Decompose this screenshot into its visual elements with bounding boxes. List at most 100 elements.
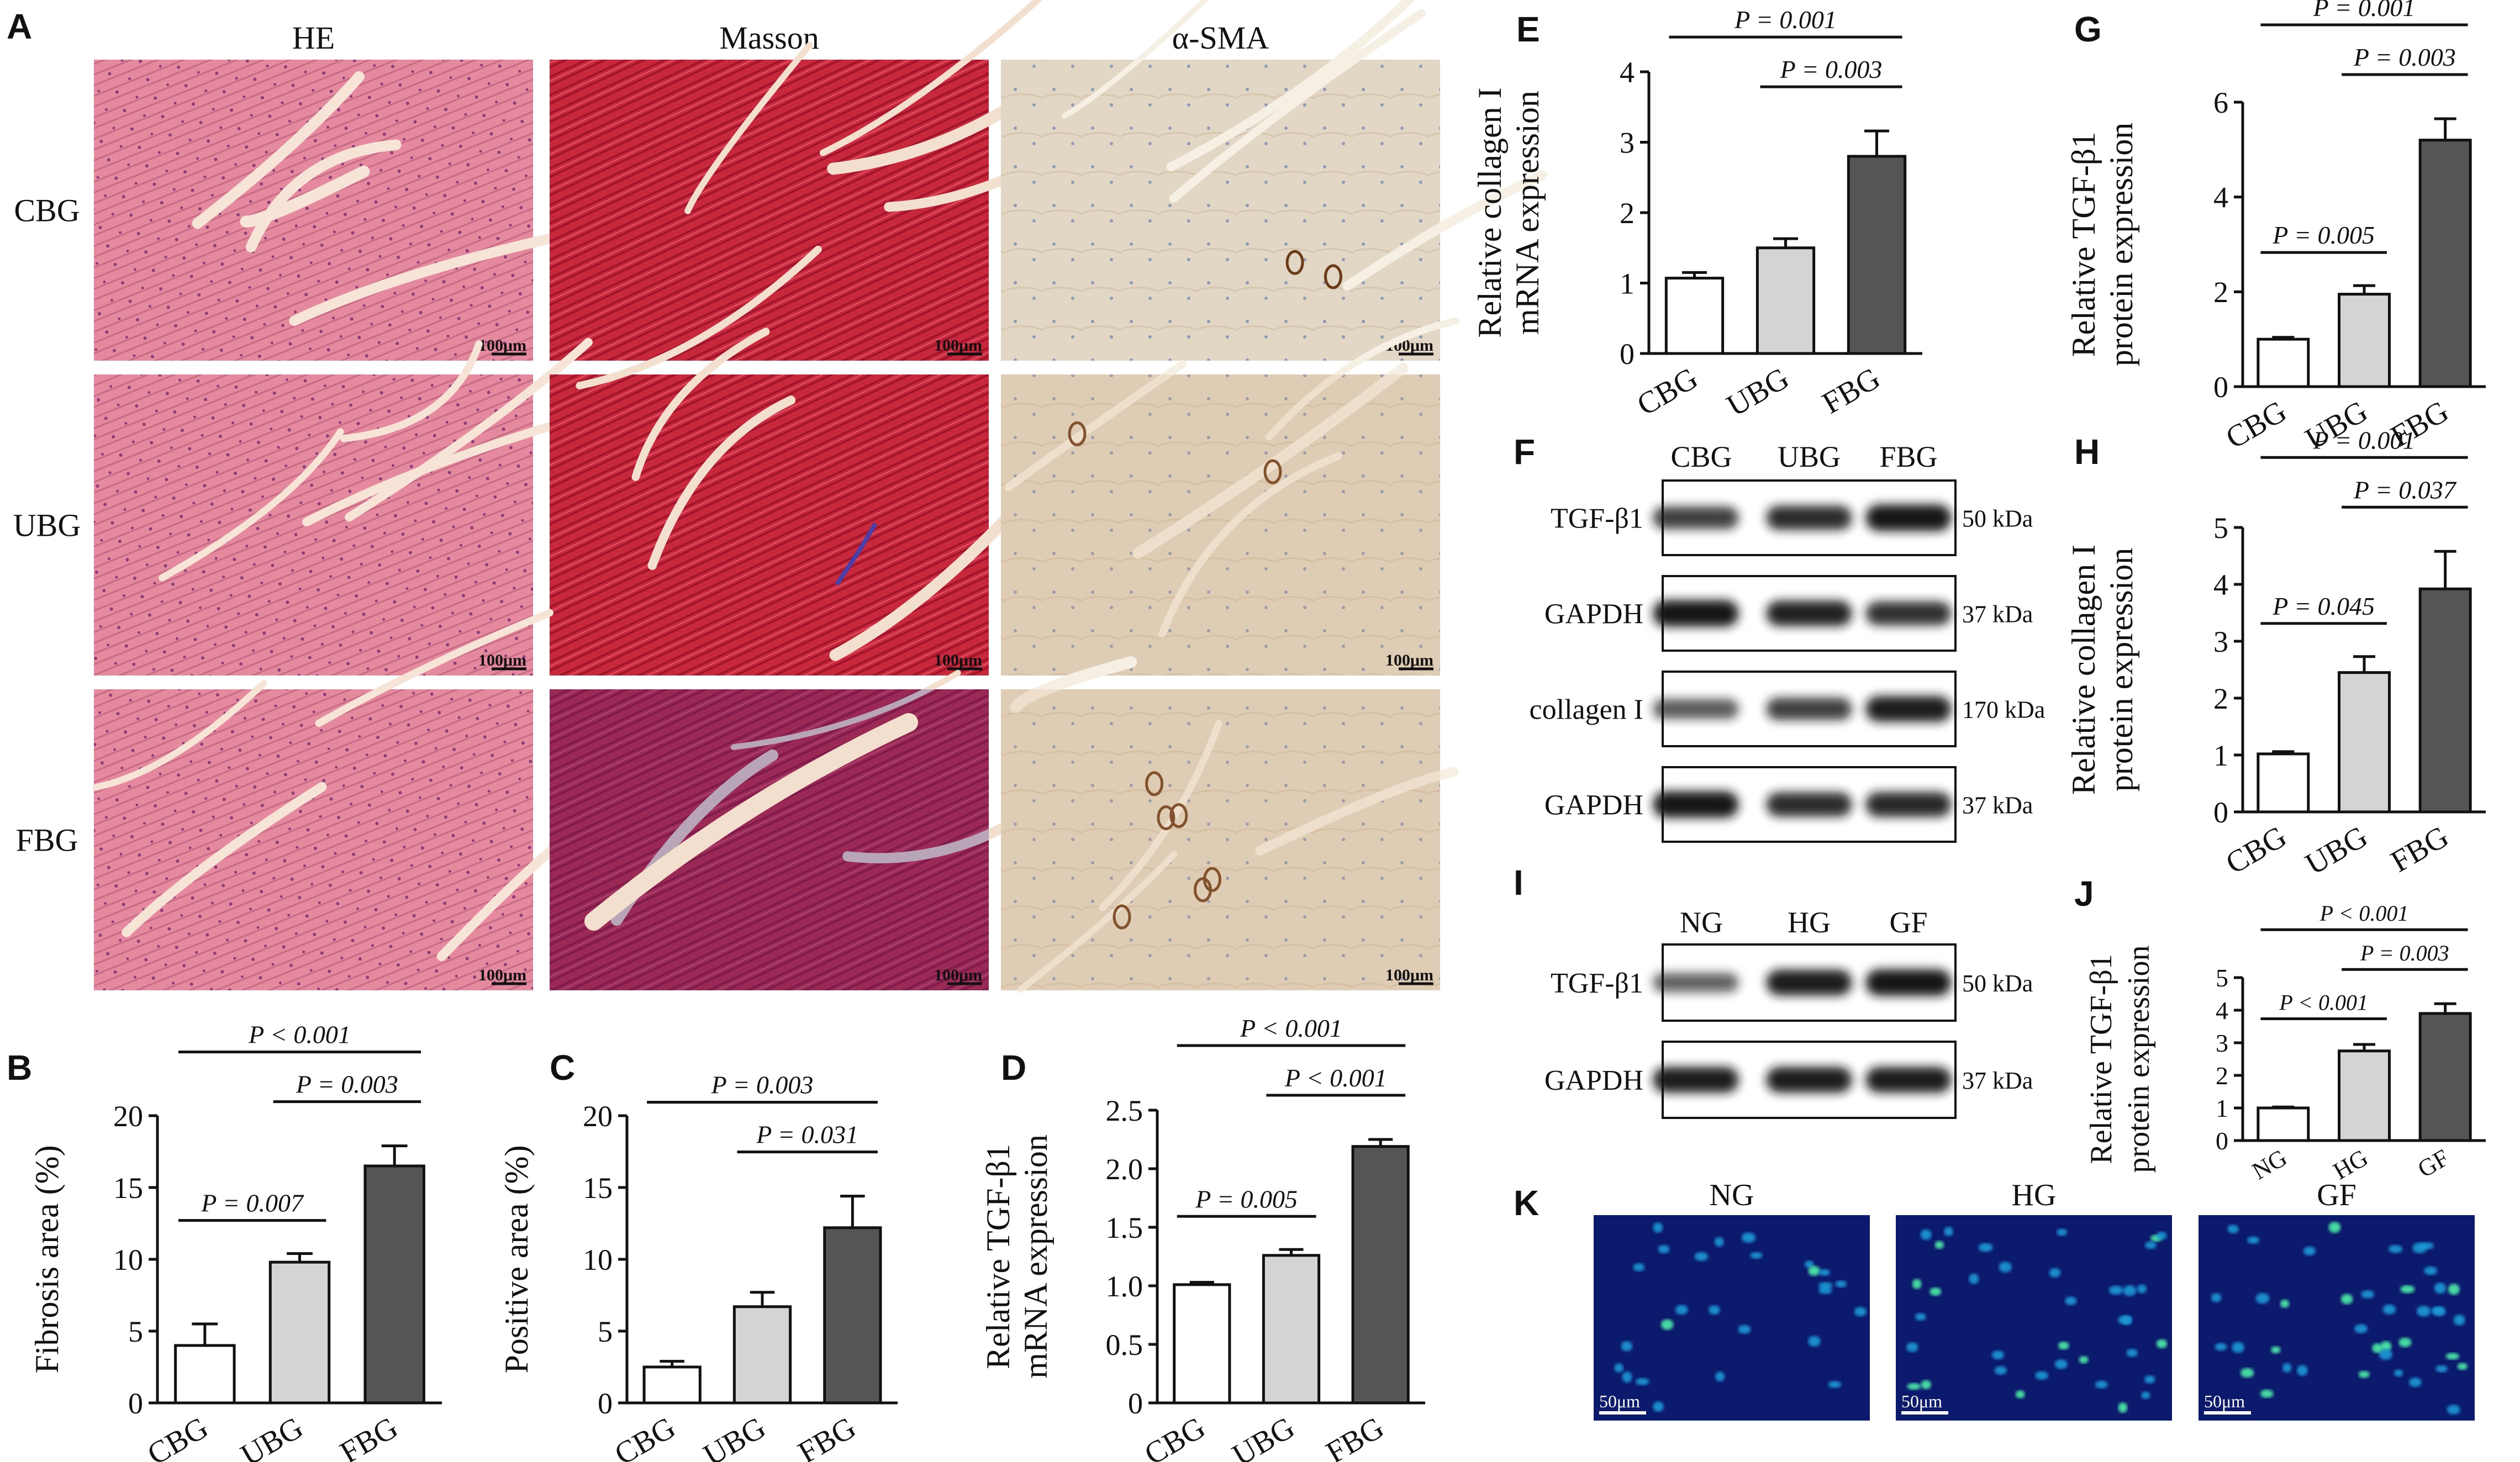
tissue-texture	[1001, 60, 1440, 361]
row-label: CBG	[14, 193, 80, 229]
y-tick-label: 1.0	[1106, 1270, 1143, 1303]
nucleus	[2382, 1304, 2396, 1315]
blot-band	[1653, 1067, 1739, 1093]
kda-label: 37 kDa	[1962, 601, 2033, 628]
lane-label: UBG	[1778, 440, 1841, 473]
tunel-positive-nucleus	[1661, 1319, 1674, 1330]
bar-fbg	[2418, 139, 2472, 388]
y-tick-label: 5	[598, 1315, 613, 1348]
protein-label: GAPDH	[1544, 790, 1643, 821]
y-axis-label: Relative TGF-β1	[980, 1144, 1016, 1369]
tunel-positive-nucleus	[2340, 1294, 2353, 1305]
tunel-positive-nucleus	[2400, 1285, 2415, 1294]
panel-label-e: E	[1516, 9, 1540, 49]
lane-label: CBG	[1670, 440, 1732, 473]
lane-label: NG	[1680, 906, 1723, 939]
nucleus	[1741, 1232, 1755, 1243]
p-value-label: P = 0.007	[201, 1189, 304, 1217]
x-tick-label: UBG	[1227, 1411, 1300, 1462]
tissue-gap	[1017, 851, 1178, 993]
fluorescence-image: 50μm	[1594, 1215, 1870, 1421]
histology-image: 100μm	[1001, 317, 1459, 675]
tunel-positive-nucleus	[1934, 1241, 1944, 1249]
blot-band	[1865, 696, 1952, 722]
image-background	[1594, 1215, 1870, 1421]
nucleus	[2282, 1363, 2292, 1373]
tunel-positive-nucleus	[2398, 1337, 2412, 1347]
tissue-gap	[1158, 452, 1342, 638]
tunel-positive-nucleus	[2280, 1299, 2290, 1308]
nucleus	[2434, 1282, 2447, 1294]
nucleus	[2145, 1241, 2157, 1249]
histology-image: 100μm	[94, 60, 572, 361]
nucleus	[2247, 1236, 2259, 1244]
tunel-positive-nucleus	[2380, 1341, 2392, 1352]
scale-bar-label: 100μm	[934, 336, 982, 355]
nucleus	[2297, 1365, 2308, 1376]
tissue-gap	[1004, 360, 1187, 492]
tissue-gap	[1342, 170, 1548, 291]
kda-label: 50 kDa	[1962, 505, 2033, 532]
panel-label-h: H	[2074, 432, 2100, 472]
bar-fbg	[2418, 587, 2472, 814]
tunel-positive-nucleus	[2015, 1390, 2025, 1398]
y-tick-label: 5	[128, 1315, 143, 1348]
scale-bar-label: 100μm	[478, 966, 526, 984]
nucleus	[2435, 1365, 2448, 1373]
p-value-label: P = 0.045	[2272, 592, 2375, 620]
blot-band	[1766, 969, 1852, 996]
y-tick-label: 1	[1620, 267, 1635, 300]
x-tick-label: FBG	[334, 1411, 403, 1462]
bar-ubg	[1262, 1254, 1321, 1405]
histology-image: 100μm	[550, 669, 1045, 990]
sma-positive-vessel	[1157, 805, 1175, 831]
nucleus	[2354, 1324, 2368, 1333]
nucleus	[1715, 1371, 1725, 1382]
y-tick-label: 0	[2213, 796, 2228, 829]
tissue-gap	[1010, 656, 1137, 713]
tissue-gap	[289, 229, 572, 326]
panel-f-western-blot: F CBG UBG FBG TGF-β1 50 kDa GAPDH 37 kDa collag…	[1514, 432, 2045, 843]
nucleus	[2432, 1306, 2446, 1317]
collagen-stain-overlay	[550, 689, 989, 990]
histology-image: 100μm	[1001, 656, 1459, 993]
row-label: FBG	[16, 822, 78, 858]
tissue-gap	[192, 71, 365, 229]
bar-cbg	[2257, 752, 2310, 814]
nucleus	[2065, 1296, 2077, 1306]
bar-ng	[2257, 1106, 2310, 1142]
nucleus	[2137, 1284, 2147, 1294]
nucleus	[2453, 1315, 2465, 1326]
nucleus	[1622, 1371, 1632, 1383]
scale-bar-label: 100μm	[478, 651, 526, 669]
nucleus	[1635, 1377, 1649, 1385]
blot-band	[1653, 699, 1739, 719]
p-value-label: P = 0.005	[1195, 1185, 1298, 1213]
nucleus	[1854, 1307, 1867, 1317]
panel-label-d: D	[1001, 1048, 1026, 1088]
nucleus	[2054, 1359, 2068, 1369]
nucleus	[2389, 1245, 2403, 1253]
kda-label: 37 kDa	[1962, 1067, 2033, 1094]
histology-image: 100μm	[550, 0, 1096, 361]
x-tick-label: NG	[2248, 1144, 2292, 1185]
bar-cbg	[2257, 337, 2310, 388]
lane-label: HG	[1788, 906, 1831, 939]
p-value-label: P < 0.001	[248, 1021, 351, 1049]
bar-gf	[2418, 1012, 2472, 1142]
y-tick-label: 4	[1620, 56, 1635, 89]
histology-image: 100μm	[1001, 0, 1548, 361]
p-value-label: P < 0.001	[1284, 1064, 1387, 1092]
tissue-gap	[1265, 317, 1459, 441]
y-tick-label: 0	[2213, 371, 2228, 404]
nucleus	[2035, 1371, 2048, 1380]
nucleus	[2156, 1232, 2167, 1240]
blot-row: TGF-β1 50 kDa	[1551, 943, 2033, 1022]
y-tick-label: 0	[1128, 1387, 1143, 1420]
tissue-gap	[584, 713, 918, 931]
protein-label: TGF-β1	[1551, 968, 1643, 999]
tissue-gap	[1166, 0, 1416, 172]
y-tick-label: 3	[2216, 1029, 2228, 1057]
panel-label-f: F	[1514, 432, 1535, 472]
y-tick-label: 0	[1620, 337, 1635, 371]
